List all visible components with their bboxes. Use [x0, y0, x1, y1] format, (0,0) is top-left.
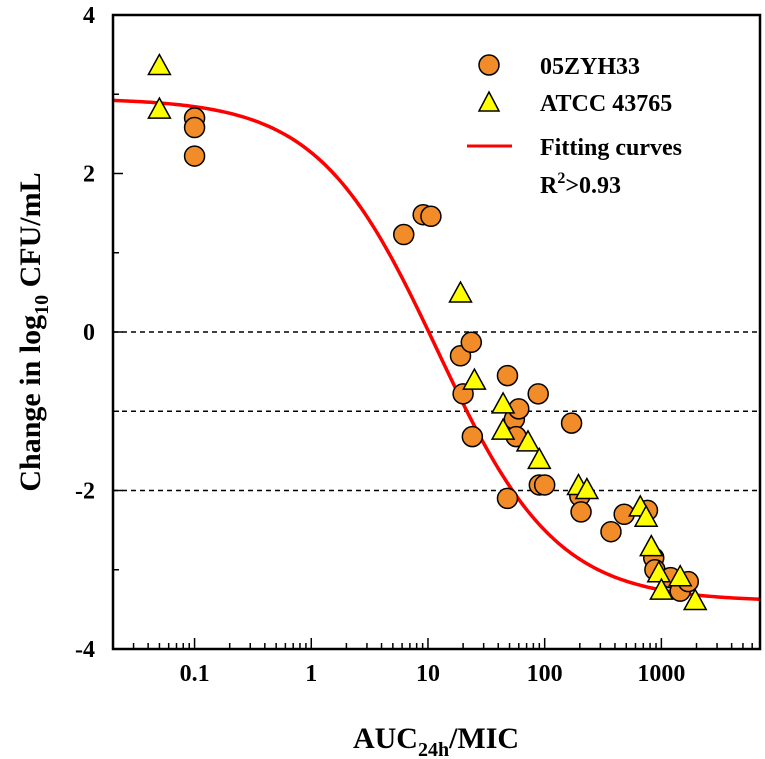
y-axis-title-subscript: 10: [31, 295, 53, 315]
point-atcc-43765: [682, 587, 708, 611]
legend: 05ZYH33 ATCC 43765 Fitting curves R2>0.9…: [467, 54, 682, 199]
point-05zyh33: [461, 425, 484, 448]
point-atcc-43765: [490, 391, 516, 414]
point-05zyh33: [183, 116, 206, 139]
data-points: [147, 52, 708, 611]
point-atcc-43765: [667, 564, 693, 587]
legend-label-fitting: Fitting curves: [540, 135, 682, 161]
r-squared-rest: >0.93: [565, 173, 621, 199]
point-atcc-43765: [147, 52, 172, 76]
point-05zyh33: [460, 331, 483, 354]
reference-lines: [113, 331, 760, 492]
y-axis-ticks: 4 2 0 -2 -4: [75, 3, 123, 663]
point-atcc-43765: [646, 560, 672, 583]
point-05zyh33: [527, 383, 549, 405]
legend-label-05zyh33: 05ZYH33: [540, 54, 640, 80]
y-axis-title-main: Change in log: [14, 315, 47, 492]
legend-triangle-marker: [477, 90, 501, 112]
point-atcc-43765: [649, 577, 674, 600]
legend-r-squared: R2>0.93: [540, 170, 621, 199]
point-05zyh33: [420, 205, 442, 228]
y-tick-label: 2: [83, 162, 95, 188]
r-squared-main: R: [540, 173, 558, 199]
point-05zyh33: [392, 223, 415, 246]
point-05zyh33: [496, 487, 519, 510]
legend-circle-marker: [478, 54, 500, 76]
legend-label-atcc: ATCC 43765: [540, 91, 672, 117]
point-atcc-43765: [490, 417, 516, 440]
point-05zyh33: [496, 364, 519, 387]
point-atcc-43765: [574, 476, 600, 500]
point-atcc-43765: [448, 280, 473, 303]
x-axis-title-rest: /MIC: [448, 722, 519, 755]
fitting-curve: [112, 98, 761, 601]
x-tick-label: 1: [305, 661, 317, 687]
point-05zyh33: [533, 474, 556, 496]
x-tick-label: 10: [416, 661, 440, 687]
y-axis-title-rest: CFU/mL: [14, 172, 47, 295]
point-atcc-43765: [147, 96, 172, 119]
x-tick-label: 100: [527, 661, 563, 687]
fitting-curve-layer: [112, 98, 761, 601]
point-05zyh33: [600, 520, 622, 543]
x-axis-title-subscript: 24h: [418, 739, 449, 759]
point-05zyh33: [570, 501, 592, 523]
y-tick-label: -4: [75, 637, 95, 663]
x-axis-title-main: AUC: [353, 722, 418, 755]
y-tick-label: 4: [83, 3, 95, 29]
y-tick-label: 0: [83, 320, 95, 346]
point-05zyh33: [560, 412, 583, 434]
y-tick-label: -2: [75, 479, 95, 505]
r-squared-superscript: 2: [557, 170, 565, 187]
point-atcc-43765: [527, 446, 552, 470]
point-atcc-43765: [639, 534, 664, 557]
point-atcc-43765: [462, 367, 487, 390]
point-05zyh33: [183, 145, 206, 167]
y-axis-title: Change in log10 CFU/mL: [14, 172, 53, 491]
point-atcc-43765: [633, 504, 659, 527]
x-tick-label: 0.1: [180, 661, 210, 687]
x-tick-label: 1000: [637, 661, 685, 687]
point-atcc-43765: [515, 429, 541, 452]
x-axis-title: AUC24h/MIC: [353, 722, 519, 759]
x-axis-ticks: 0.1 1 10 100 1000: [112, 638, 761, 687]
